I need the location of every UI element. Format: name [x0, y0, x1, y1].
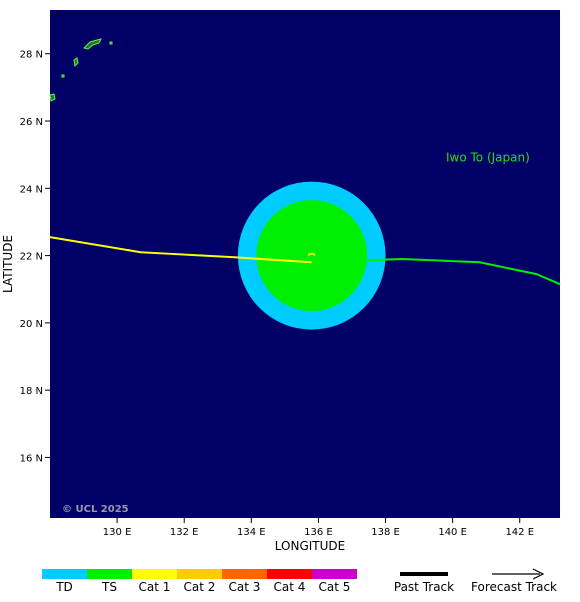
legend-label: Cat 2	[184, 580, 216, 594]
legend-label: Cat 4	[274, 580, 306, 594]
island-shape	[73, 57, 79, 68]
y-tick-label: 22 N	[20, 252, 43, 263]
y-tick-label: 18 N	[20, 386, 43, 397]
y-tick-label: 16 N	[20, 453, 43, 464]
y-tick-label: 26 N	[20, 117, 43, 128]
x-tick-label: 138 E	[371, 527, 400, 538]
legend-swatch-ts	[87, 569, 132, 579]
forecast-track-line	[311, 257, 561, 286]
legend-swatch-cat-5	[312, 569, 357, 579]
past-track-line	[49, 236, 312, 264]
x-tick-label: 132 E	[170, 527, 199, 538]
x-axis-ticks: 130 E 132 E 134 E 136 E 138 E 140 E 142 E	[103, 518, 534, 538]
wind-radii	[237, 181, 386, 330]
island-shape	[109, 41, 113, 45]
x-tick-label: 142 E	[505, 527, 534, 538]
y-tick-label: 28 N	[20, 50, 43, 61]
x-tick-label: 130 E	[103, 527, 132, 538]
wind-radius-ts	[256, 200, 368, 312]
copyright-text: © UCL 2025	[62, 504, 129, 515]
island-shape	[49, 93, 56, 102]
x-tick-label: 136 E	[304, 527, 333, 538]
x-axis-title: LONGITUDE	[275, 539, 345, 553]
legend-swatch-cat-3	[222, 569, 267, 579]
past-track-label: Past Track	[394, 580, 454, 594]
past-track-legend: Past Track	[394, 572, 454, 594]
x-tick-label: 140 E	[438, 527, 467, 538]
y-tick-label: 24 N	[20, 184, 43, 195]
forecast-track-legend: Forecast Track	[471, 568, 557, 594]
y-tick-label: 20 N	[20, 319, 43, 330]
forecast-track-label: Forecast Track	[471, 580, 557, 594]
storm-tracks	[49, 236, 561, 286]
y-axis-title: LATITUDE	[1, 235, 15, 293]
x-tick-label: 134 E	[237, 527, 266, 538]
legend-label: TS	[101, 580, 117, 594]
legend-swatch-cat-4	[267, 569, 312, 579]
legend-swatch-cat-2	[177, 569, 222, 579]
arrowhead-icon	[532, 568, 545, 580]
legend-swatch-cat-1	[132, 569, 177, 579]
island-shape	[83, 38, 102, 50]
legend-label: TD	[55, 580, 73, 594]
place-label: Iwo To (Japan)	[446, 150, 530, 164]
legend-label: Cat 5	[319, 580, 351, 594]
legend-label: Cat 1	[139, 580, 171, 594]
legend-label: Cat 3	[229, 580, 261, 594]
category-legend: TD TS Cat 1 Cat 2 Cat 3 Cat 4 Cat 5	[42, 569, 357, 594]
y-axis-ticks: 16 N 18 N 20 N 22 N 24 N 26 N 28 N	[20, 50, 50, 464]
island-shape	[61, 74, 65, 78]
land-masses	[49, 38, 113, 102]
storm-position-marker	[307, 252, 316, 256]
legend-swatch-td	[42, 569, 87, 579]
